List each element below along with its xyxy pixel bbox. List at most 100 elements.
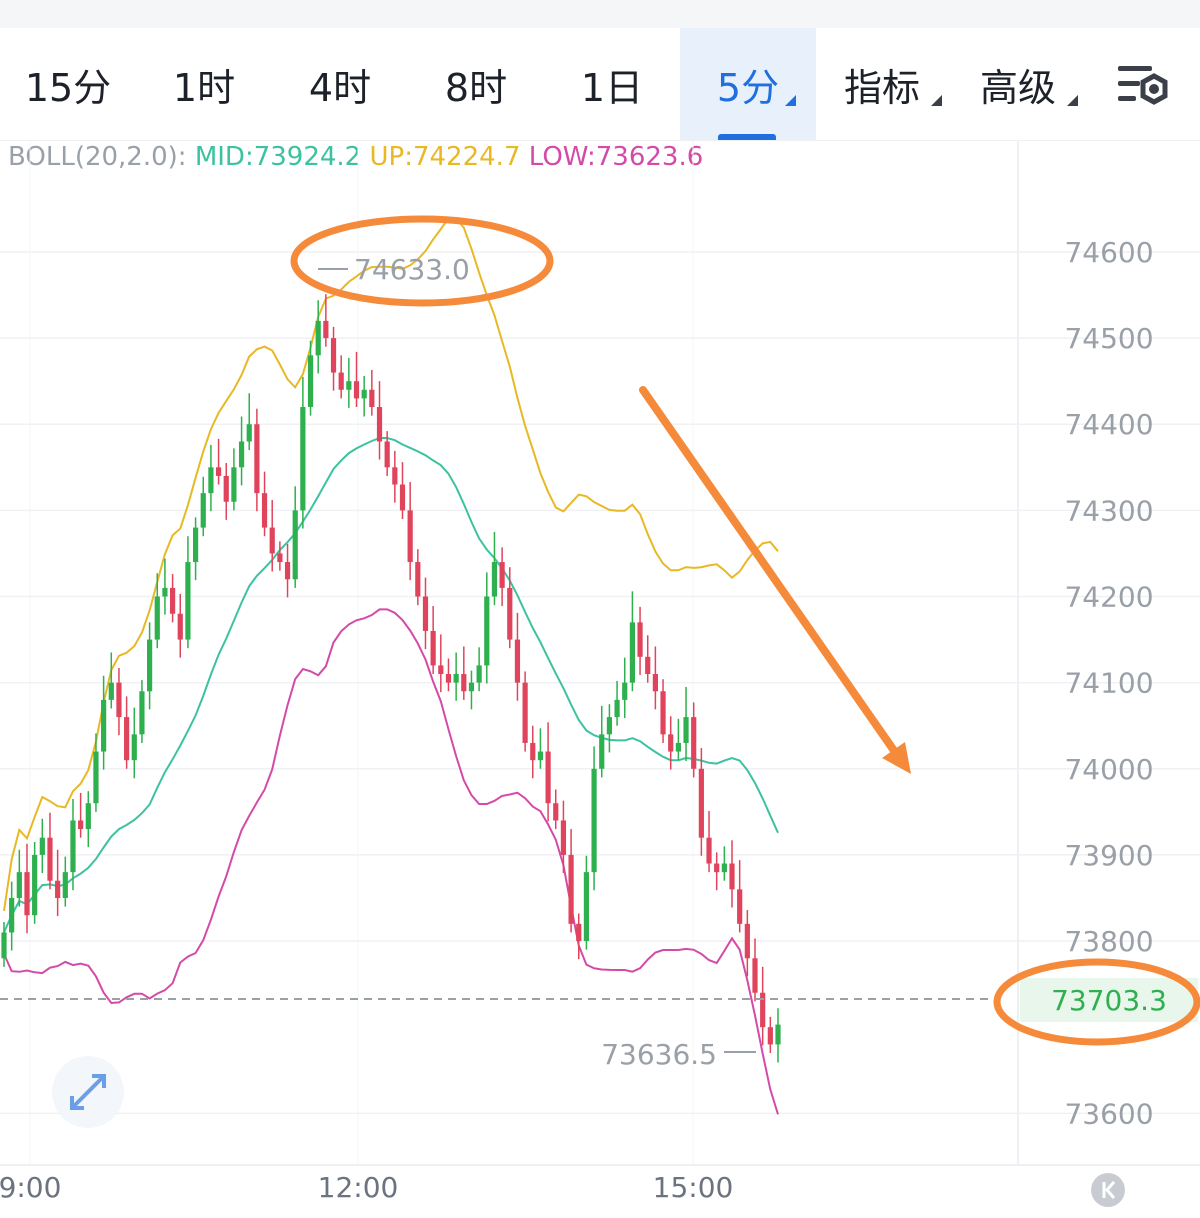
- candle: [706, 810, 712, 873]
- y-tick-label: 74400: [1064, 408, 1153, 441]
- candle: [261, 471, 268, 537]
- boll-legend: BOLL(20,2.0): MID:73924.2 UP:74224.7 LOW…: [8, 142, 703, 172]
- price-axis: 74600 74500 74400 74300 74200 74100 74000 73900…: [1064, 236, 1153, 1130]
- tab-label: 1时: [172, 65, 236, 110]
- candle: [277, 541, 283, 571]
- candle: [484, 572, 490, 684]
- candle: [284, 543, 291, 598]
- y-tick-label: 74100: [1064, 667, 1153, 700]
- candle: [139, 680, 145, 743]
- tab-4h[interactable]: 4时: [272, 28, 408, 140]
- high-price-label: 74633.0: [354, 253, 470, 286]
- boll-bands: [3, 217, 779, 1115]
- candle: [445, 658, 452, 692]
- candle: [675, 718, 681, 761]
- candle: [93, 733, 99, 812]
- candle: [376, 381, 383, 460]
- candle: [185, 536, 191, 649]
- candle: [1, 922, 7, 967]
- candle: [192, 517, 199, 581]
- candle: [729, 840, 735, 908]
- candle: [614, 680, 620, 726]
- candle: [246, 393, 252, 451]
- candle: [775, 1008, 781, 1063]
- boll-prefix: BOLL(20,2.0):: [8, 142, 187, 172]
- tab-advanced[interactable]: 高级: [952, 28, 1084, 140]
- y-tick-label: 74000: [1064, 753, 1153, 786]
- annotation-circle-price: [993, 958, 1200, 1046]
- candle: [468, 670, 475, 710]
- candle: [78, 792, 84, 838]
- tab-5m[interactable]: 5分: [680, 28, 816, 140]
- candle: [16, 849, 22, 907]
- tab-label: 5分: [716, 65, 780, 110]
- candle: [652, 646, 658, 710]
- candle: [131, 707, 137, 779]
- candlestick-chart[interactable]: 74600 74500 74400 74300 74200 74100 74000 73900…: [0, 140, 1200, 1208]
- candle: [108, 652, 114, 709]
- candle: [476, 647, 482, 692]
- candle: [514, 612, 521, 701]
- time-axis: 9:00 12:00 15:00: [0, 1171, 733, 1204]
- expand-icon[interactable]: [52, 1056, 124, 1128]
- tab-8h[interactable]: 8时: [408, 28, 544, 140]
- x-tick-label: 9:00: [0, 1171, 61, 1204]
- candle: [760, 966, 766, 1046]
- candle: [215, 438, 222, 485]
- boll-low: LOW:73623.6: [528, 142, 704, 172]
- candle: [568, 829, 574, 933]
- candle: [70, 798, 76, 891]
- interval-tabs: 15分 1时 4时 8时 1日 5分 指标 高级: [0, 28, 1200, 141]
- back-to-latest-icon[interactable]: [1091, 1173, 1125, 1207]
- candle: [407, 481, 413, 581]
- candle: [599, 705, 605, 778]
- candle: [208, 444, 214, 512]
- candle: [116, 668, 122, 736]
- boll-low-line: [3, 608, 779, 1115]
- tab-label: 4时: [308, 65, 372, 110]
- tab-label: 15分: [24, 65, 112, 110]
- active-tab-indicator: [718, 134, 776, 140]
- candle: [346, 357, 352, 408]
- candle: [645, 635, 651, 683]
- candle: [361, 376, 367, 417]
- tab-indicators[interactable]: 指标: [816, 28, 948, 140]
- candle: [238, 416, 245, 486]
- candle: [752, 938, 758, 1002]
- candle: [591, 746, 597, 891]
- y-tick-label: 74300: [1064, 494, 1153, 527]
- candle: [369, 369, 375, 416]
- candle: [660, 679, 666, 743]
- current-price-label: 73703.3: [1051, 984, 1167, 1017]
- y-tick-label: 74200: [1064, 581, 1153, 614]
- candle: [323, 294, 329, 347]
- candle: [553, 789, 559, 830]
- tab-15m[interactable]: 15分: [0, 28, 136, 140]
- candle: [300, 376, 306, 529]
- candle: [560, 800, 567, 874]
- candle: [101, 675, 107, 770]
- candle: [9, 881, 15, 951]
- tab-1d[interactable]: 1日: [544, 28, 680, 140]
- y-tick-label: 74500: [1064, 322, 1153, 355]
- candle: [177, 593, 183, 658]
- candles: [1, 294, 781, 1063]
- candle: [85, 791, 91, 848]
- candle: [62, 856, 68, 907]
- candle: [162, 558, 168, 615]
- candle: [714, 852, 720, 891]
- y-tick-label: 73900: [1064, 839, 1153, 872]
- boll-mid-line: [3, 437, 779, 933]
- candle: [292, 486, 298, 588]
- candle: [622, 657, 628, 718]
- annotation-circle-high: [290, 215, 554, 307]
- chart-settings-icon[interactable]: [1110, 56, 1174, 116]
- candle: [231, 448, 237, 511]
- tab-1h[interactable]: 1时: [136, 28, 272, 140]
- candle: [530, 725, 536, 779]
- candle: [254, 408, 260, 512]
- annotation-trend-arrow-head: [882, 742, 911, 774]
- candle: [147, 622, 153, 710]
- y-tick-label: 74600: [1064, 236, 1153, 269]
- candle: [453, 652, 459, 701]
